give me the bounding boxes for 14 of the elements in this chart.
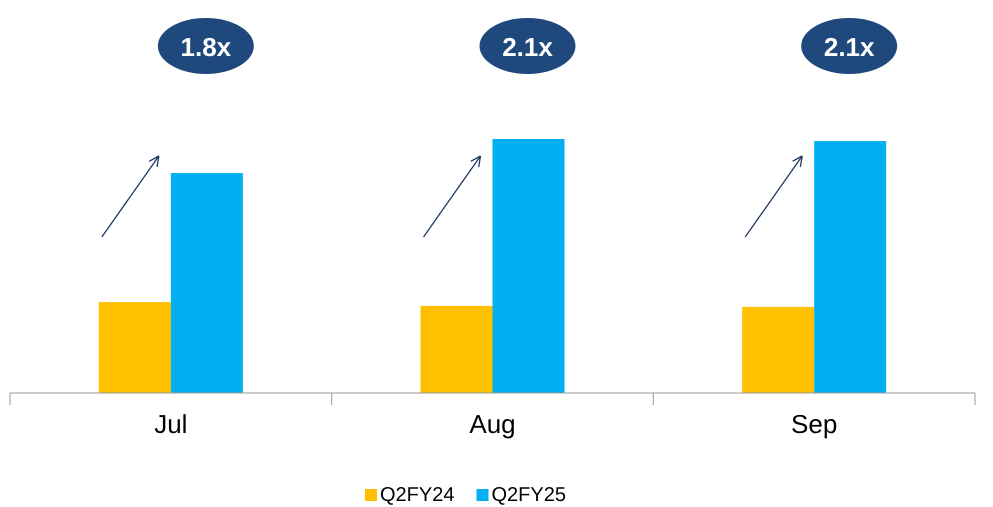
bar bbox=[420, 306, 492, 393]
x-tick-label: Jul bbox=[154, 409, 188, 439]
bar bbox=[742, 306, 814, 393]
bar bbox=[814, 141, 886, 393]
x-tick-label: Sep bbox=[791, 409, 838, 439]
x-tick-label: Aug bbox=[469, 409, 516, 439]
legend-label: Q2FY25 bbox=[491, 484, 566, 506]
text: 2.1x bbox=[824, 32, 876, 62]
text: 1.8x bbox=[180, 32, 232, 62]
text: 2.1x bbox=[502, 32, 554, 62]
legend-label: Q2FY24 bbox=[380, 484, 454, 506]
bar bbox=[170, 173, 243, 393]
bar bbox=[98, 302, 171, 393]
bar bbox=[492, 139, 564, 393]
